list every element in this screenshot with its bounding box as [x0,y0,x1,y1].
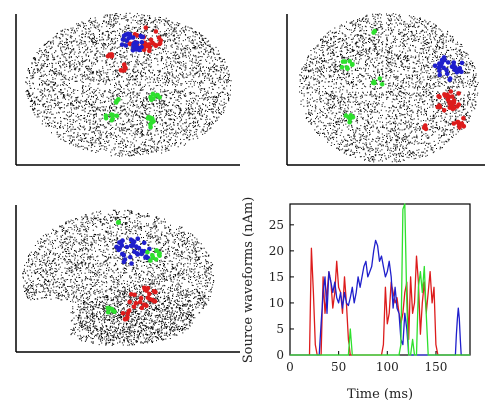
top-green-cluster-right [148,91,162,103]
side-green-cluster-low [105,305,117,315]
back-red-cluster-dot [421,123,429,132]
brain-side-dots-lower [77,291,193,344]
brain-side-dots [22,209,215,346]
back-red-cluster [435,89,462,113]
back-green-cluster-top [371,28,378,35]
series-line-blue [290,239,470,356]
back-green-cluster-low [343,113,356,125]
side-green-cluster [145,248,162,263]
series-line-red [290,247,470,356]
back-red-cluster-low [451,116,467,130]
side-red-cluster [127,285,158,311]
x-tick-label: 0 [286,360,294,374]
top-red-cluster-left [105,52,115,59]
brain-back-clusters [339,28,467,132]
x-tick-label: 150 [424,360,447,374]
side-green-cluster-top [115,219,122,225]
x-tick-label: 100 [376,360,399,374]
y-tick-label: 10 [269,296,284,310]
back-green-cluster-mid [370,76,385,87]
chart-series [290,203,470,356]
series-line-green [290,203,470,356]
brain-panel-back [286,13,485,166]
brain-panel-top [15,12,240,166]
brain-side-dot-cloud [22,209,215,346]
waveform-chart: 0 50 100 150 0 5 10 15 20 25 Time (ms) Source wav… [241,197,471,402]
top-green-cluster-left [113,97,121,105]
y-tick-label: 25 [269,218,284,232]
back-green-cluster-left [339,58,355,71]
brain-back-dot-cloud [299,13,479,163]
top-green-cluster-lower [145,114,156,130]
chart-ticks: 0 50 100 150 0 5 10 15 20 25 [269,218,448,374]
chart-frame [289,203,471,356]
brain-panel-side [15,205,240,353]
top-red-cluster-small [118,62,128,73]
y-tick-label: 0 [276,348,284,362]
brain-side-clusters [105,219,162,322]
side-red-cluster-low [120,308,132,322]
y-tick-label: 5 [276,322,284,336]
x-tick-label: 50 [331,360,346,374]
y-tick-label: 20 [269,244,284,258]
side-blue-cluster [114,236,152,266]
top-blue-cluster [119,31,146,53]
y-axis-title: Source waveforms (nAm) [241,197,256,364]
x-axis-title: Time (ms) [347,387,413,402]
brain-top-clusters [103,25,163,130]
back-blue-cluster [432,55,465,82]
brain-back-dots [299,13,479,163]
y-tick-label: 15 [269,270,284,284]
top-green-cluster-lower-left [103,112,120,123]
